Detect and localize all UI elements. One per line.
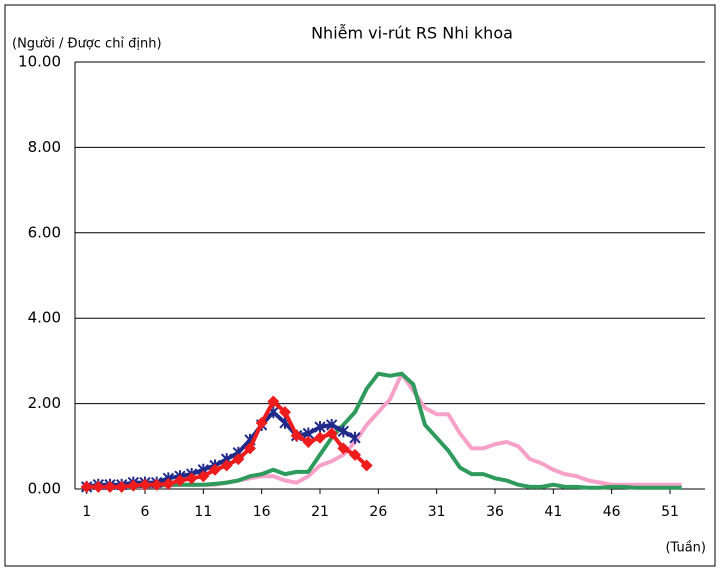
x-tick-label: 11 bbox=[194, 504, 212, 520]
diamond-marker bbox=[150, 478, 163, 491]
x-tick-label: 1 bbox=[82, 504, 91, 520]
diamond-marker bbox=[162, 477, 175, 490]
y-tick-label: 6.00 bbox=[28, 223, 61, 241]
chart-frame bbox=[4, 4, 716, 567]
diamond-marker bbox=[185, 472, 198, 485]
x-tick-label: 21 bbox=[311, 504, 329, 520]
diamond-marker bbox=[337, 442, 350, 455]
y-axis-label: (Người / Được chỉ định) bbox=[12, 37, 162, 52]
diamond-marker bbox=[290, 429, 303, 442]
diamond-marker bbox=[115, 480, 128, 493]
diamond-marker bbox=[197, 470, 210, 483]
diamond-marker bbox=[174, 474, 186, 487]
diamond-marker bbox=[279, 406, 291, 419]
diamond-marker bbox=[267, 395, 280, 408]
diamond-marker bbox=[314, 431, 326, 444]
diamond-marker bbox=[104, 480, 116, 493]
star-marker bbox=[349, 431, 361, 444]
diamond-marker bbox=[255, 416, 268, 429]
star-marker bbox=[337, 425, 350, 438]
y-tick-label: 10.00 bbox=[18, 53, 61, 71]
diamond-marker bbox=[244, 442, 256, 455]
diamond-marker bbox=[349, 448, 361, 461]
series-line bbox=[86, 371, 682, 490]
diamond-marker bbox=[80, 480, 93, 493]
x-tick-label: 51 bbox=[661, 504, 679, 520]
diamond-marker bbox=[127, 479, 140, 492]
diamond-marker bbox=[232, 453, 245, 466]
star-marker bbox=[314, 421, 326, 434]
diamond-marker bbox=[360, 459, 373, 472]
chart-title: Nhiễm vi-rút RS Nhi khoa bbox=[311, 24, 513, 43]
y-tick-label: 0.00 bbox=[28, 480, 61, 498]
diamond-marker bbox=[139, 478, 151, 491]
diamond-marker bbox=[209, 463, 221, 476]
x-tick-label: 31 bbox=[428, 504, 446, 520]
diamond-marker bbox=[220, 459, 233, 472]
x-tick-label: 16 bbox=[253, 504, 271, 520]
diamond-marker bbox=[302, 436, 315, 449]
diamond-marker bbox=[92, 480, 105, 493]
x-tick-label: 6 bbox=[141, 504, 150, 520]
x-tick-label: 41 bbox=[544, 504, 562, 520]
x-tick-label: 26 bbox=[369, 504, 387, 520]
y-tick-label: 4.00 bbox=[28, 309, 61, 327]
y-tick-label: 2.00 bbox=[28, 394, 61, 412]
x-axis-label: (Tuần) bbox=[665, 541, 706, 556]
x-tick-label: 46 bbox=[603, 504, 621, 520]
diamond-marker bbox=[325, 427, 338, 440]
y-tick-label: 8.00 bbox=[28, 138, 61, 156]
x-tick-label: 36 bbox=[486, 504, 504, 520]
